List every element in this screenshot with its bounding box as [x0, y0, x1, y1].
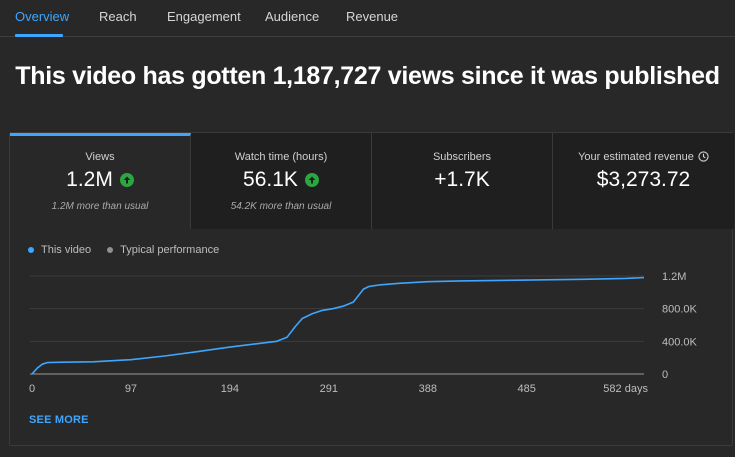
- active-tab-indicator: [15, 34, 63, 37]
- metric-value: 1.2M: [66, 168, 113, 191]
- series-line-this-video: [31, 276, 645, 375]
- metric-card-subscribers[interactable]: Subscribers +1.7K: [372, 133, 553, 229]
- tab-label: Engagement: [167, 9, 241, 24]
- metric-label-row: Your estimated revenue: [553, 151, 734, 165]
- metric-value-row: +1.7K: [372, 168, 552, 192]
- tab-revenue[interactable]: Revenue: [346, 0, 398, 37]
- x-tick-label: 97: [125, 383, 137, 395]
- tab-label: Audience: [265, 9, 320, 24]
- metric-label: Your estimated revenue: [578, 151, 694, 163]
- page-headline: This video has gotten 1,187,727 views si…: [15, 62, 720, 90]
- y-tick-label: 800.0K: [662, 304, 698, 316]
- x-tick-label: 291: [320, 383, 338, 395]
- legend-dot: [28, 247, 34, 253]
- legend-item-this-video: This video: [28, 244, 91, 256]
- legend-item-typical: Typical performance: [107, 244, 219, 256]
- x-tick-label: 582 days: [603, 383, 648, 395]
- trend-up-icon: [119, 173, 134, 187]
- metric-value: $3,273.72: [596, 168, 691, 191]
- x-tick-label: 194: [221, 383, 239, 395]
- x-tick-label: 485: [518, 383, 536, 395]
- tab-audience[interactable]: Audience: [265, 0, 319, 37]
- legend-dot: [107, 247, 114, 253]
- metric-value: +1.7K: [434, 168, 490, 191]
- legend-label: Typical performance: [120, 244, 220, 256]
- views-line-chart[interactable]: 0 400.0K 800.0K 1.2M 0 97 194 291 388 485 582 days: [10, 133, 732, 403]
- tab-bar: Overview Reach Engagement Audience Reven…: [0, 0, 735, 37]
- tab-label: Reach: [99, 9, 137, 24]
- metric-comparison: 1.2M more than usual: [51, 201, 149, 212]
- metric-card-watch-time[interactable]: Watch time (hours) 56.1K 54.2K more than…: [191, 133, 372, 229]
- metric-cards: Views 1.2M 1.2M more than usual Watch ti…: [10, 133, 734, 229]
- metric-value: 56.1K: [243, 168, 298, 191]
- metric-value-row: 1.2M: [10, 168, 190, 192]
- metric-card-revenue[interactable]: Your estimated revenue $3,273.72: [553, 133, 734, 229]
- see-more-link[interactable]: SEE MORE: [29, 414, 89, 426]
- chart-legend: This video Typical performance: [28, 244, 235, 256]
- metric-comparison: 54.2K more than usual: [230, 201, 332, 212]
- trend-up-icon: [304, 173, 319, 187]
- tab-label: Revenue: [346, 9, 399, 24]
- tab-engagement[interactable]: Engagement: [167, 0, 241, 37]
- x-tick-label: 388: [419, 383, 437, 395]
- metric-value-row: 56.1K: [191, 168, 371, 192]
- metric-label: Views: [85, 151, 115, 163]
- y-tick-label: 0: [662, 369, 668, 381]
- y-tick-label: 400.0K: [662, 336, 698, 348]
- metric-label: Watch time (hours): [234, 151, 328, 163]
- metric-card-views[interactable]: Views 1.2M 1.2M more than usual: [10, 133, 191, 229]
- x-tick-label: 0: [29, 383, 35, 395]
- tab-reach[interactable]: Reach: [99, 0, 137, 37]
- clock-icon[interactable]: [698, 151, 709, 165]
- overview-panel: Views 1.2M 1.2M more than usual Watch ti…: [9, 132, 734, 446]
- metric-value-row: $3,273.72: [553, 168, 734, 192]
- tab-overview[interactable]: Overview: [15, 0, 69, 37]
- y-tick-label: 1.2M: [662, 271, 686, 283]
- metric-label: Subscribers: [432, 151, 492, 163]
- legend-label: This video: [41, 244, 92, 256]
- tab-label: Overview: [15, 9, 70, 24]
